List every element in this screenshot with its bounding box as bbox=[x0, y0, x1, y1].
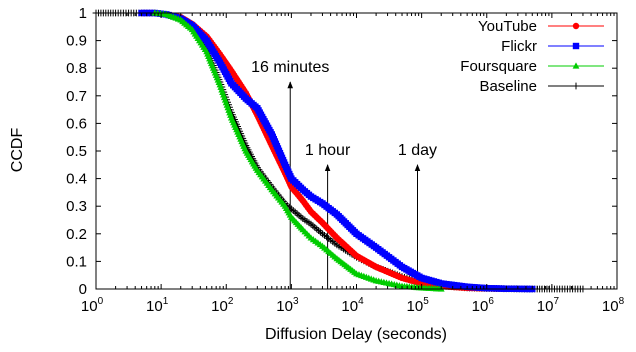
legend-marker bbox=[572, 22, 580, 30]
y-tick-label: 0.6 bbox=[66, 115, 87, 132]
series-foursquare bbox=[151, 9, 445, 292]
x-tick-exponent: 2 bbox=[228, 296, 234, 307]
x-tick-base: 10 bbox=[537, 298, 554, 315]
annotation-label: 16 minutes bbox=[251, 59, 329, 76]
x-tick-label: 103 bbox=[276, 296, 299, 315]
x-tick-label: 100 bbox=[81, 296, 104, 315]
y-axis-label: CCDF bbox=[9, 128, 26, 173]
x-tick-base: 10 bbox=[146, 298, 163, 315]
legend-label: Foursquare bbox=[460, 58, 537, 75]
x-tick-exponent: 0 bbox=[98, 296, 104, 307]
x-tick-exponent: 7 bbox=[553, 296, 559, 307]
y-tick-label: 1 bbox=[79, 5, 87, 22]
plot-frame bbox=[95, 12, 618, 290]
x-tick-base: 10 bbox=[472, 298, 489, 315]
x-tick-base: 10 bbox=[407, 298, 424, 315]
y-tick-label: 0 bbox=[79, 281, 87, 298]
legend-label: YouTube bbox=[478, 18, 537, 35]
legend-marker bbox=[572, 82, 580, 90]
x-tick-base: 10 bbox=[602, 298, 619, 315]
y-tick-label: 0.1 bbox=[66, 253, 87, 270]
legend-marker bbox=[572, 62, 580, 69]
y-tick-label: 0.9 bbox=[66, 33, 87, 50]
x-tick-exponent: 6 bbox=[488, 296, 494, 307]
x-tick-label: 104 bbox=[341, 296, 364, 315]
y-tick-label: 0.8 bbox=[66, 60, 87, 77]
x-tick-base: 10 bbox=[276, 298, 293, 315]
x-tick-exponent: 4 bbox=[358, 296, 364, 307]
y-tick-label: 0.3 bbox=[66, 198, 87, 215]
legend-marker bbox=[572, 42, 580, 50]
x-tick-exponent: 5 bbox=[423, 296, 429, 307]
x-tick-base: 10 bbox=[211, 298, 228, 315]
legend-label: Flickr bbox=[501, 38, 537, 55]
legend: YouTube Flickr Foursquare Baseline bbox=[460, 18, 604, 95]
x-tick-base: 10 bbox=[341, 298, 358, 315]
x-tick-label: 107 bbox=[537, 296, 560, 315]
legend-label: Baseline bbox=[479, 78, 537, 95]
x-tick-exponent: 1 bbox=[163, 296, 169, 307]
y-tick-label: 0.7 bbox=[66, 88, 87, 105]
x-tick-label: 102 bbox=[211, 296, 234, 315]
x-tick-label: 101 bbox=[146, 296, 169, 315]
annotation-label: 1 day bbox=[398, 142, 437, 159]
x-axis-label: Diffusion Delay (seconds) bbox=[265, 326, 447, 343]
annotation-label: 1 hour bbox=[305, 142, 351, 159]
y-tick-label: 0.4 bbox=[66, 171, 87, 188]
y-tick-label: 0.2 bbox=[66, 226, 87, 243]
x-tick-exponent: 8 bbox=[619, 296, 625, 307]
x-tick-label: 108 bbox=[602, 296, 625, 315]
x-tick-label: 105 bbox=[407, 296, 430, 315]
y-tick-label: 0.5 bbox=[66, 143, 87, 160]
x-tick-label: 106 bbox=[472, 296, 495, 315]
x-tick-base: 10 bbox=[81, 298, 98, 315]
x-tick-exponent: 3 bbox=[293, 296, 299, 307]
